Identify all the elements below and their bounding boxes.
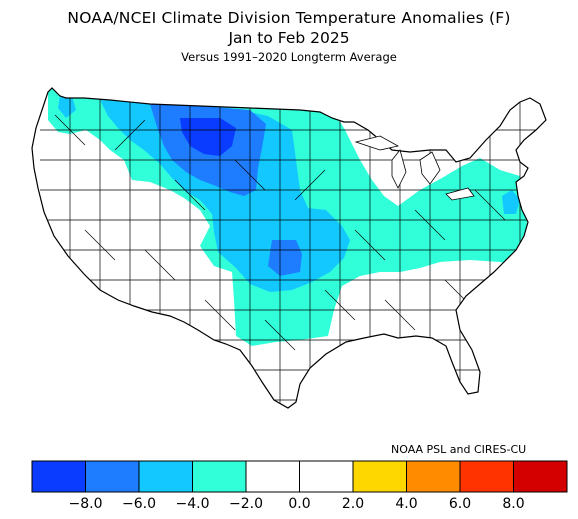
us-outline [31,87,547,409]
legend-box [85,460,140,493]
legend-box [138,460,193,493]
legend-tick-labels: −8.0 −6.0 −4.0 −2.0 0.0 2.0 4.0 6.0 8.0 [69,496,525,512]
legend-box [352,460,407,493]
legend-tick-label: −2.0 [229,496,263,512]
division-boundaries [40,88,546,408]
legend-tick-label: 2.0 [342,496,364,512]
anomaly-zone-very-cold [268,240,302,276]
anomaly-zone-colder [58,96,76,118]
legend-box [513,460,568,493]
legend-tick-label: −6.0 [122,496,156,512]
legend-tick-label: 8.0 [502,496,524,512]
data-credit: NOAA PSL and CIRES-CU [391,443,527,456]
legend-color-boxes [31,460,568,493]
legend-box [31,460,86,493]
legend-tick-label: −8.0 [69,496,103,512]
map-baseline: Versus 1991–2020 Longterm Average [181,50,397,64]
anomaly-zone-colder [502,190,520,214]
legend-box [192,460,247,493]
legend-tick-label: 0.0 [288,496,310,512]
legend-box [459,460,514,493]
great-lakes [354,135,475,201]
legend-tick-label: 6.0 [449,496,471,512]
anomaly-zone-extreme-cold [180,118,236,156]
us-climate-division-map [31,87,547,409]
map-period: Jan to Feb 2025 [228,29,350,47]
legend-box [299,460,354,493]
legend-tick-label: 4.0 [395,496,417,512]
legend-box [245,460,300,493]
map-title: NOAA/NCEI Climate Division Temperature A… [67,9,511,27]
legend-tick-label: −4.0 [176,496,210,512]
legend-box [406,460,461,493]
